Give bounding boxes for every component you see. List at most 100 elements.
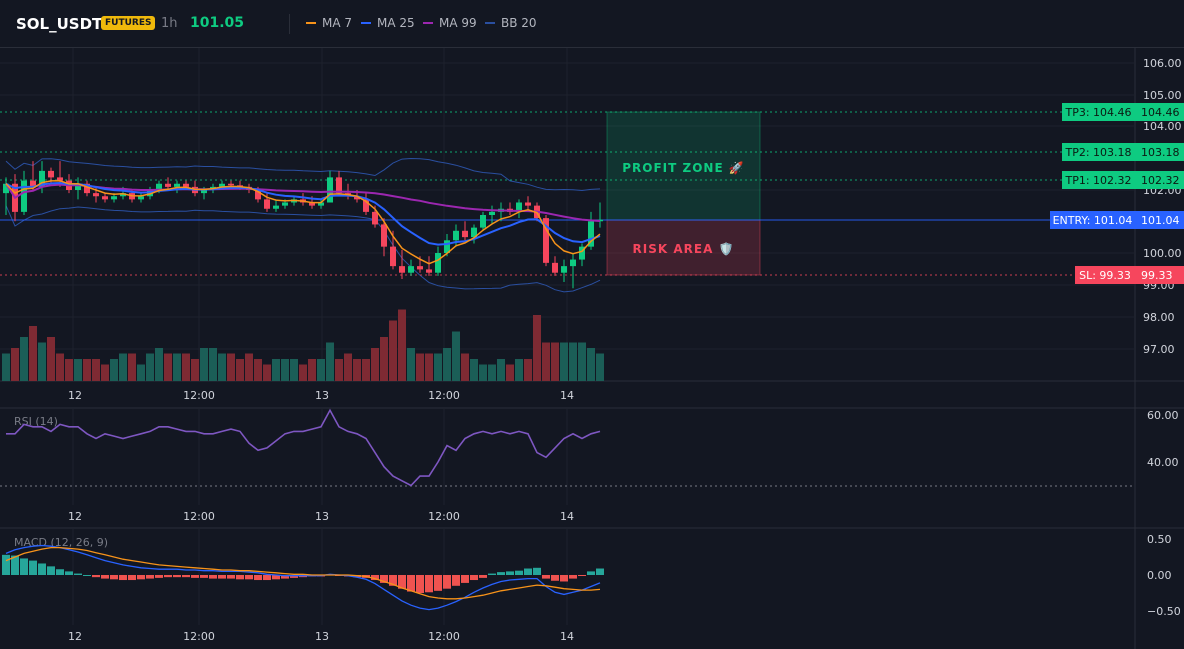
macd-hist-bar xyxy=(173,575,181,578)
volume-bar xyxy=(65,359,73,381)
macd-signal-line xyxy=(5,546,601,600)
legend-ma7[interactable]: MA 7 xyxy=(306,16,352,30)
volume-bar xyxy=(137,364,145,381)
volume-bar xyxy=(200,348,208,381)
candle-body xyxy=(579,246,585,260)
volume-bar xyxy=(317,359,325,381)
volume-bar xyxy=(245,353,253,381)
time-tick-label: 12:00 xyxy=(428,510,460,523)
candle-body xyxy=(327,177,333,203)
candle-body xyxy=(516,202,522,212)
macd-hist-bar xyxy=(560,575,568,582)
price-axis[interactable]: 106.00105.00104.00102.00100.0099.0098.00… xyxy=(1143,57,1182,356)
macd-hist-bar xyxy=(218,575,226,579)
candle-body xyxy=(309,202,315,206)
legend-ma25[interactable]: MA 25 xyxy=(361,16,415,30)
candle-body xyxy=(462,230,468,238)
volume-bar xyxy=(326,342,334,381)
level-price-tag xyxy=(1135,103,1184,121)
futures-badge: FUTURES xyxy=(101,16,156,30)
risk-zone-label: RISK AREA 🛡️ xyxy=(633,242,735,256)
macd-hist-bar xyxy=(488,573,496,575)
candle-body xyxy=(111,196,117,200)
last-price: 101.05 xyxy=(190,15,245,31)
candle-body xyxy=(39,170,45,187)
time-tick-label: 12 xyxy=(68,389,82,402)
candle-body xyxy=(363,199,369,212)
macd-hist-bar xyxy=(11,555,19,575)
candle-body xyxy=(417,266,423,270)
bb-lower-band xyxy=(5,205,601,293)
macd-hist-bar xyxy=(407,575,415,592)
macd-hist-bar xyxy=(380,575,388,583)
level-tag xyxy=(1062,171,1135,189)
legend-ma99[interactable]: MA 99 xyxy=(423,16,477,30)
ma7-line xyxy=(5,180,601,265)
macd-hist-bar xyxy=(479,575,487,578)
time-tick-label: 12:00 xyxy=(428,389,460,402)
volume-bar xyxy=(29,326,37,381)
macd-hist-bar xyxy=(371,575,379,581)
level-price-tag xyxy=(1135,266,1184,284)
legend-swatch-icon xyxy=(423,22,433,24)
symbol-title[interactable]: SOL_USDT xyxy=(16,15,103,33)
trade-zones: PROFIT ZONE 🚀 RISK AREA 🛡️ xyxy=(606,111,761,276)
candle-body xyxy=(372,211,378,225)
volume-bar xyxy=(101,364,109,381)
volume-bar xyxy=(515,359,523,381)
candle-body xyxy=(255,190,261,200)
macd-panel[interactable]: MACD (12, 26, 9) 0.500.00−0.50 xyxy=(2,533,1181,618)
volume-bar xyxy=(578,342,586,381)
macd-hist-bar xyxy=(245,575,253,580)
volume-bar xyxy=(425,353,433,381)
volume-bar xyxy=(272,359,280,381)
volume-bar xyxy=(254,359,262,381)
candle-body xyxy=(570,259,576,267)
candle-body xyxy=(165,183,171,187)
bb-upper-band xyxy=(5,157,601,192)
candle-body xyxy=(426,269,432,273)
candle-body xyxy=(183,183,189,187)
time-axis: 12 12:00 13 12:00 14 12 12:00 13 12:00 14 12 12:00 1… xyxy=(68,389,574,643)
time-tick-label: 13 xyxy=(315,630,329,643)
macd-hist-bar xyxy=(470,575,478,581)
candle-body xyxy=(228,183,234,186)
macd-hist-bar xyxy=(596,568,604,575)
macd-hist-bar xyxy=(263,575,271,581)
volume-bar xyxy=(470,359,478,381)
level-labels: TP3: 104.46 104.46 TP2: 103.18 103.18 TP1: 1… xyxy=(1050,103,1184,284)
volume-bar xyxy=(173,353,181,381)
macd-axis-label: −0.50 xyxy=(1147,605,1181,618)
candle-body xyxy=(390,246,396,267)
volume-bar xyxy=(461,353,469,381)
candle-body xyxy=(75,183,81,190)
price-tick-label: 106.00 xyxy=(1143,57,1182,70)
volume-bar xyxy=(533,315,541,381)
time-tick-label: 12 xyxy=(68,630,82,643)
volume-bar xyxy=(191,359,199,381)
candle-body xyxy=(156,183,162,190)
macd-hist-bar xyxy=(65,571,73,575)
level-tag xyxy=(1062,103,1135,121)
macd-hist-bar xyxy=(587,571,595,575)
candle-body xyxy=(354,196,360,200)
macd-hist-bar xyxy=(92,575,100,578)
macd-hist-bar xyxy=(155,575,163,578)
timeframe-selector[interactable]: 1h xyxy=(161,16,178,31)
volume-bar xyxy=(83,359,91,381)
macd-hist-bar xyxy=(272,575,280,580)
macd-hist-bar xyxy=(515,570,523,575)
macd-hist-bar xyxy=(398,575,406,589)
volume-bar xyxy=(551,342,559,381)
legend-bb20[interactable]: BB 20 xyxy=(485,16,537,30)
time-tick-label: 12:00 xyxy=(183,389,215,402)
bollinger-bands xyxy=(5,157,601,293)
volume-bar xyxy=(119,353,127,381)
macd-hist-bar xyxy=(29,560,37,575)
candle-body xyxy=(471,227,477,238)
macd-hist-bar xyxy=(2,554,10,575)
level-price-text: 103.18 xyxy=(1141,146,1180,159)
volume-bar xyxy=(182,353,190,381)
